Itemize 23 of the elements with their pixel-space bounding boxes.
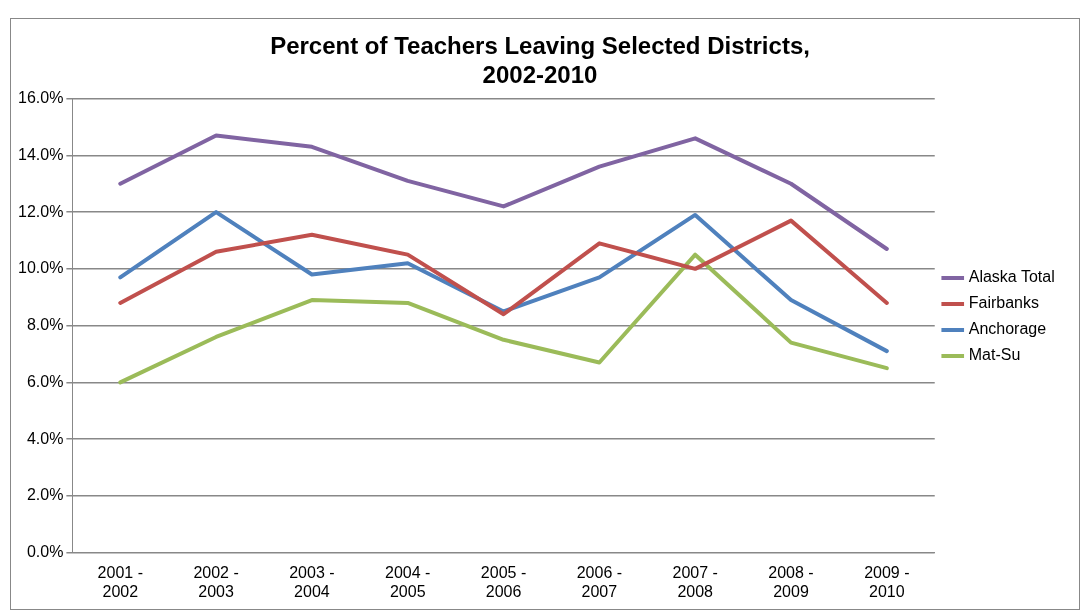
y-tick-label: 10.0% <box>17 259 64 277</box>
y-tick-label: 0.0% <box>26 543 64 561</box>
x-tick-label: 2009 - 2010 <box>864 563 910 600</box>
x-tick-label: 2003 - 2004 <box>289 563 335 600</box>
chart-title: Percent of Teachers Leaving Selected Districts, 2002-2010 <box>270 32 810 88</box>
y-tick-label: 2.0% <box>26 486 64 504</box>
x-tick-label: 2002 - 2003 <box>193 563 239 600</box>
x-tick-label: 2008 - 2009 <box>768 563 814 600</box>
legend-label: Anchorage <box>968 320 1047 338</box>
y-tick-label: 6.0% <box>26 372 64 390</box>
y-tick-label: 8.0% <box>26 316 64 334</box>
y-tick-label: 16.0% <box>17 89 64 107</box>
legend-label: Fairbanks <box>968 294 1039 312</box>
x-tick-label: 2004 - 2005 <box>385 563 431 600</box>
y-tick-label: 14.0% <box>17 145 64 163</box>
y-tick-label: 12.0% <box>17 202 64 220</box>
x-tick-label: 2001 - 2002 <box>97 563 143 600</box>
legend-label: Mat-Su <box>968 346 1021 364</box>
x-tick-label: 2005 - 2006 <box>480 563 527 600</box>
x-tick-label: 2006 - 2007 <box>576 563 623 600</box>
y-tick-label: 4.0% <box>26 429 64 447</box>
legend-label: Alaska Total <box>968 268 1055 286</box>
x-tick-label: 2007 - 2008 <box>672 563 718 600</box>
